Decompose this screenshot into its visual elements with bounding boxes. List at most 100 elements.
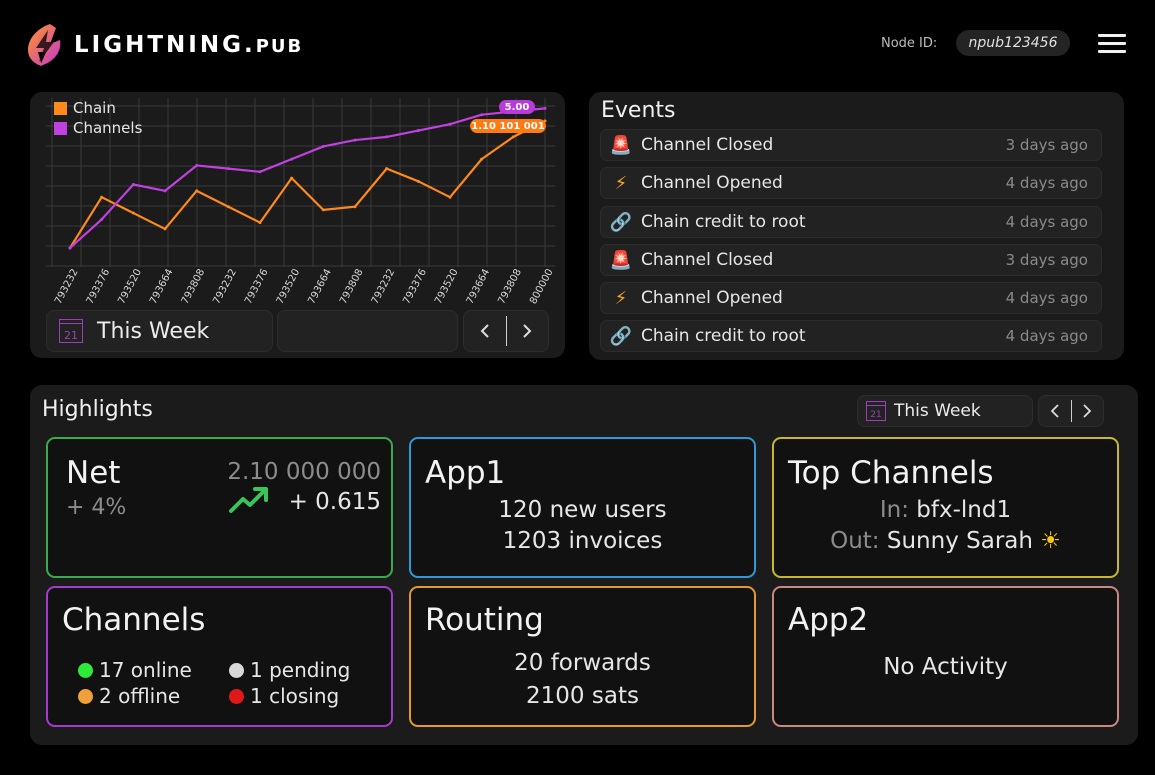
chevron-left-icon bbox=[1050, 404, 1059, 418]
event-time: 3 days ago bbox=[1005, 251, 1088, 269]
period-nav bbox=[463, 310, 549, 352]
data-point-channels bbox=[543, 106, 547, 110]
x-tick-label: 793232 bbox=[53, 267, 81, 306]
data-point-chain bbox=[385, 167, 389, 171]
highlights-next-button[interactable] bbox=[1072, 396, 1104, 426]
data-point-channels bbox=[131, 183, 135, 186]
legend-swatch-channels bbox=[54, 121, 67, 135]
app2-card[interactable]: App2 No Activity bbox=[772, 586, 1119, 727]
lightning-bolt-icon: ⚡ bbox=[614, 172, 628, 194]
legend-label-chain: Chain bbox=[73, 99, 116, 117]
hamburger-menu-icon[interactable] bbox=[1098, 34, 1126, 54]
channel-status-item: 17 online bbox=[78, 658, 192, 682]
legend-label-channels: Channels bbox=[73, 119, 143, 137]
alarm-siren-icon: 🚨 bbox=[609, 134, 633, 156]
event-label: Channel Opened bbox=[641, 288, 783, 308]
x-tick-label: 793376 bbox=[85, 267, 113, 306]
legend-swatch-chain bbox=[54, 101, 67, 115]
chevron-right-icon bbox=[1083, 404, 1092, 418]
x-tick-label: 793520 bbox=[433, 267, 461, 306]
channel-status-item: 1 pending bbox=[229, 658, 350, 682]
period-selector[interactable]: 21 This Week bbox=[46, 310, 273, 352]
x-tick-label: 800000 bbox=[528, 267, 556, 306]
data-point-chain bbox=[195, 189, 199, 193]
channel-status-item: 2 offline bbox=[78, 684, 180, 708]
channels-card[interactable]: Channels 17 online 1 pending 2 offline 1 cl… bbox=[46, 586, 393, 727]
event-row[interactable]: ⚡ Channel Opened 4 days ago bbox=[600, 167, 1102, 199]
data-point-channels bbox=[448, 122, 452, 126]
data-point-channels bbox=[321, 144, 325, 148]
chevron-right-icon bbox=[523, 324, 532, 338]
data-point-channels bbox=[226, 167, 230, 171]
period-value-box[interactable] bbox=[277, 310, 458, 352]
routing-title: Routing bbox=[425, 602, 544, 638]
highlights-period-nav bbox=[1038, 395, 1104, 427]
app1-card[interactable]: App1 120 new users 1203 invoices bbox=[409, 437, 756, 578]
routing-sats: 2100 sats bbox=[526, 683, 639, 709]
status-dot bbox=[78, 662, 93, 678]
event-label: Channel Opened bbox=[641, 173, 783, 193]
chart-panel: 793232 793376 793520 793664 793808 793232 7933… bbox=[30, 92, 565, 358]
x-tick-label: 793664 bbox=[306, 267, 334, 306]
data-point-chain bbox=[321, 208, 325, 212]
node-id-value[interactable]: npub123456 bbox=[956, 30, 1070, 56]
x-tick-label: 793808 bbox=[496, 267, 524, 306]
highlights-period-selector[interactable]: 21 This Week bbox=[857, 395, 1033, 427]
chart-legend: Chain Channels bbox=[54, 98, 142, 138]
x-tick-label: 793520 bbox=[275, 267, 303, 306]
routing-card[interactable]: Routing 20 forwards 2100 sats bbox=[409, 586, 756, 727]
data-point-chain bbox=[353, 205, 357, 209]
status-dot bbox=[229, 688, 244, 704]
app1-invoices: 1203 invoices bbox=[502, 528, 663, 554]
app1-title: App1 bbox=[425, 455, 506, 491]
data-point-chain bbox=[100, 195, 104, 199]
app2-title: App2 bbox=[788, 602, 869, 638]
data-point-chain bbox=[448, 195, 452, 199]
logo-text: LIGHTNING.PUB bbox=[74, 32, 304, 58]
top-channels-title: Top Channels bbox=[788, 455, 994, 491]
x-tick-label: 793808 bbox=[338, 267, 366, 306]
status-dot bbox=[78, 688, 93, 704]
event-row[interactable]: 🚨 Channel Closed 3 days ago bbox=[600, 244, 1102, 276]
lightning-logo-icon bbox=[28, 24, 61, 66]
x-tick-label: 793232 bbox=[211, 267, 239, 306]
data-point-chain bbox=[226, 205, 230, 209]
channels-value-flag: 5.00 bbox=[499, 100, 535, 114]
x-tick-label: 793232 bbox=[370, 267, 398, 306]
chain-value-flag: 1.10 101 001 bbox=[470, 119, 546, 133]
chain-link-icon: 🔗 bbox=[609, 211, 633, 233]
events-title: Events bbox=[601, 98, 676, 123]
x-tick-label: 793664 bbox=[465, 267, 493, 306]
series-line-chain bbox=[69, 120, 546, 249]
data-point-channels bbox=[195, 163, 199, 167]
next-period-button[interactable] bbox=[507, 311, 549, 351]
data-point-chain bbox=[290, 176, 294, 180]
logo: LIGHTNING.PUB bbox=[24, 22, 303, 68]
event-row[interactable]: 🔗 Chain credit to root 4 days ago bbox=[600, 320, 1102, 352]
data-point-channels bbox=[385, 135, 389, 139]
data-point-chain bbox=[258, 221, 262, 225]
highlights-title: Highlights bbox=[42, 397, 153, 422]
top-channel-in: In: bfx-lnd1 bbox=[879, 497, 1012, 523]
data-point-channels bbox=[416, 129, 420, 133]
event-row[interactable]: 🔗 Chain credit to root 4 days ago bbox=[600, 206, 1102, 238]
top-channels-card[interactable]: Top Channels In: bfx-lnd1 Out: Sunny Sar… bbox=[772, 437, 1119, 578]
event-label: Channel Closed bbox=[641, 135, 774, 155]
chain-link-icon: 🔗 bbox=[609, 325, 633, 347]
app2-activity: No Activity bbox=[883, 654, 1008, 680]
event-row[interactable]: 🚨 Channel Closed 3 days ago bbox=[600, 129, 1102, 161]
net-change-pct: + 4% bbox=[66, 495, 127, 520]
prev-period-button[interactable] bbox=[464, 311, 506, 351]
net-card[interactable]: Net + 4% 2.10 000 000 + 0.615 bbox=[46, 437, 393, 578]
event-row[interactable]: ⚡ Channel Opened 4 days ago bbox=[600, 282, 1102, 314]
sun-icon: ☀ bbox=[1040, 528, 1061, 554]
event-time: 4 days ago bbox=[1005, 213, 1088, 231]
legend-item-channels: Channels bbox=[54, 118, 142, 138]
data-point-chain bbox=[480, 157, 484, 161]
data-point-chain bbox=[131, 211, 135, 215]
events-panel: Events 🚨 Channel Closed 3 days ago ⚡ Channel… bbox=[589, 92, 1124, 360]
highlights-prev-button[interactable] bbox=[1039, 396, 1071, 426]
event-label: Chain credit to root bbox=[641, 326, 806, 346]
highlights-period-label: This Week bbox=[894, 401, 981, 421]
period-label: This Week bbox=[97, 318, 210, 344]
